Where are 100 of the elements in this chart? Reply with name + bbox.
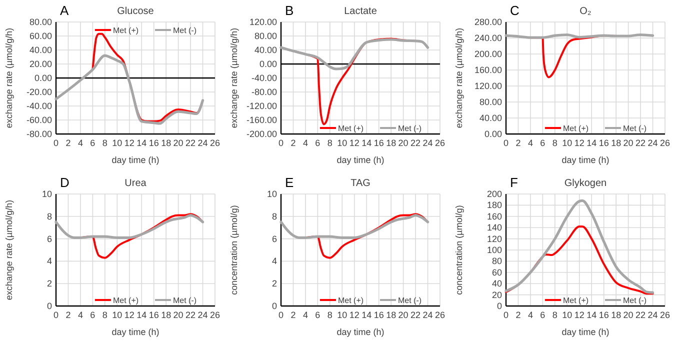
x-tick-label: 4 (78, 310, 83, 320)
x-tick-label: 8 (102, 138, 108, 148)
chart-title: Lactate (344, 6, 378, 17)
legend-label: Met (+) (113, 296, 139, 305)
y-tick-label: 200.00 (474, 49, 502, 59)
y-tick-label: 140 (486, 222, 502, 233)
y-tick-label: 180 (486, 200, 502, 210)
x-tick-label: 24 (648, 310, 658, 320)
y-tick-label: 0 (46, 301, 52, 311)
x-tick-label: 26 (660, 138, 670, 148)
x-tick-label: 22 (186, 138, 196, 148)
x-tick-label: 2 (290, 310, 296, 320)
x-tick-label: 22 (410, 138, 421, 148)
chart-title: TAG (350, 178, 371, 189)
x-tick-label: 22 (636, 138, 646, 148)
x-tick-label: 24 (422, 310, 433, 320)
legend-label: Met (+) (563, 124, 589, 133)
x-tick-label: 6 (90, 310, 96, 320)
x-tick-label: 8 (552, 310, 558, 320)
x-tick-label: 26 (434, 138, 446, 148)
y-tick-label: 240.00 (474, 33, 502, 43)
y-tick-label: 2 (272, 278, 277, 289)
x-tick-label: 20 (623, 310, 634, 320)
y-tick-label: 0 (272, 301, 277, 311)
x-tick-label: 10 (337, 310, 348, 320)
y-tick-label: 120.00 (249, 17, 277, 27)
x-axis-title: day time (h) (112, 327, 160, 337)
y-tick-label: -160.00 (246, 115, 277, 125)
y-tick-label: -60.00 (26, 115, 52, 125)
y-tick-label: 6 (46, 234, 52, 244)
x-tick-label: 24 (648, 138, 658, 148)
text: A (60, 3, 69, 18)
text: D (60, 175, 70, 190)
x-tick-label: 18 (386, 310, 396, 320)
x-tick-label: 20 (623, 138, 634, 148)
y-tick-label: 10 (42, 189, 52, 199)
chart-title: Glykogen (564, 178, 607, 189)
y-tick-label: -80.00 (26, 129, 52, 139)
y-tick-label: 6 (272, 234, 277, 244)
y-tick-label: 4 (272, 256, 277, 266)
x-tick-label: 4 (528, 138, 533, 148)
y-axis-title: exchange rate (µmol/g/h) (229, 28, 239, 128)
text: E (285, 175, 294, 190)
x-tick-label: 0 (278, 138, 284, 148)
y-tick-label: -20.00 (26, 87, 52, 97)
x-tick-label: 6 (315, 310, 320, 320)
y-tick-label: 40.00 (29, 45, 52, 55)
y-tick-label: 80.00 (29, 17, 52, 27)
line-series (54, 54, 204, 125)
x-tick-label: 16 (148, 310, 159, 320)
y-tick-label: 80.00 (479, 97, 502, 107)
y-tick-label: 20.00 (29, 59, 52, 69)
x-tick-label: 14 (362, 138, 372, 148)
y-tick-label: 0.00 (484, 129, 502, 139)
x-tick-label: 14 (136, 310, 147, 320)
x-tick-label: 0 (503, 138, 509, 148)
x-tick-label: 2 (516, 138, 521, 148)
x-tick-label: 18 (611, 310, 622, 320)
x-tick-label: 8 (552, 138, 558, 148)
x-tick-label: 0 (278, 310, 284, 320)
x-tick-label: 20 (173, 310, 184, 320)
x-tick-label: 0 (53, 310, 59, 320)
x-tick-label: 6 (90, 138, 96, 148)
x-tick-label: 2 (516, 310, 521, 320)
y-tick-label: 0.00 (259, 59, 277, 69)
x-tick-label: 26 (660, 310, 670, 320)
x-tick-label: 12 (124, 310, 134, 320)
legend-label: Met (-) (173, 296, 197, 305)
x-tick-label: 4 (302, 138, 308, 148)
y-tick-label: 40 (492, 278, 502, 289)
x-tick-label: 24 (198, 138, 208, 148)
x-tick-label: 10 (337, 138, 348, 148)
y-tick-label: 60 (492, 267, 502, 278)
x-axis-title: day time (h) (562, 155, 610, 165)
x-tick-label: 18 (161, 138, 172, 148)
x-tick-label: 8 (327, 138, 332, 148)
x-tick-label: 6 (540, 138, 546, 148)
x-tick-label: 4 (302, 310, 308, 320)
y-tick-label: 80.00 (254, 31, 277, 41)
chart-title: O₂ (580, 6, 592, 17)
line-series (504, 199, 654, 294)
x-tick-label: 10 (112, 310, 122, 320)
line-series (54, 214, 204, 239)
y-tick-label: 80 (492, 256, 502, 266)
legend-label: Met (-) (398, 124, 422, 133)
x-tick-label: 16 (374, 138, 384, 148)
x-axis-title: day time (h) (112, 155, 160, 165)
x-tick-label: 8 (327, 310, 332, 320)
x-axis-title: day time (h) (336, 155, 384, 165)
y-tick-label: 2 (46, 278, 52, 289)
x-tick-label: 18 (611, 138, 622, 148)
legend-label: Met (+) (563, 296, 589, 305)
y-tick-label: 4 (46, 256, 52, 266)
y-tick-label: 120.00 (474, 81, 502, 91)
x-tick-label: 20 (173, 138, 184, 148)
text: F (510, 175, 518, 190)
x-tick-label: 12 (574, 138, 584, 148)
y-tick-label: 0 (496, 301, 502, 311)
x-tick-label: 24 (198, 310, 208, 320)
x-tick-label: 22 (410, 310, 421, 320)
